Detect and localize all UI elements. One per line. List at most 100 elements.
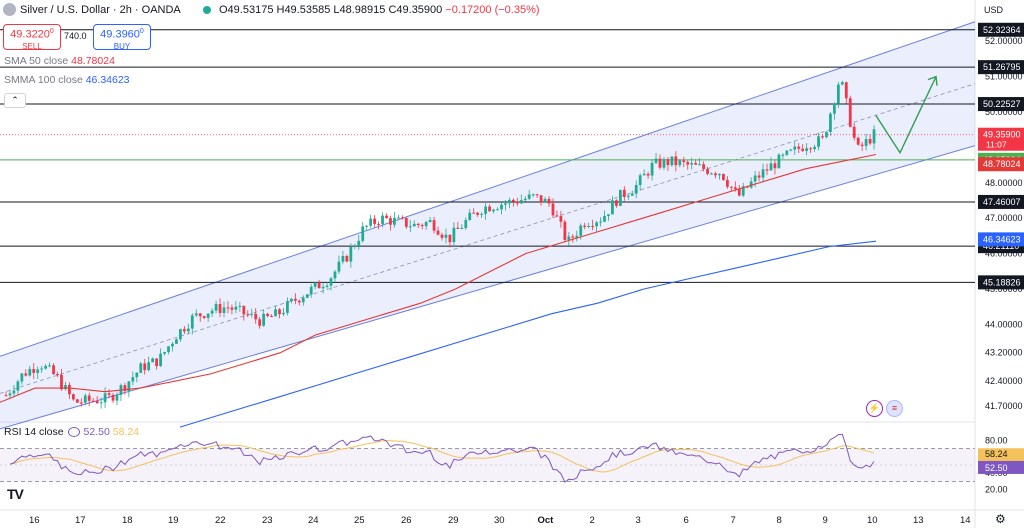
candle-body-195 bbox=[777, 154, 781, 169]
candle-body-203 bbox=[809, 148, 813, 150]
candle-body-73 bbox=[293, 298, 297, 301]
candle-body-174 bbox=[694, 163, 698, 165]
candle-body-121 bbox=[484, 206, 487, 214]
candle-body-119 bbox=[476, 212, 480, 215]
candle-body-71 bbox=[286, 301, 289, 313]
candle-body-27 bbox=[111, 394, 115, 401]
candle-body-155 bbox=[618, 189, 622, 206]
candle-body-47 bbox=[190, 315, 194, 329]
candle-body-80 bbox=[321, 286, 325, 289]
candle-body-182 bbox=[725, 179, 729, 187]
rsi-ma-tag bbox=[978, 448, 1024, 462]
rsi-ma-tag-label: 58.24 bbox=[985, 449, 1008, 459]
x-tick-6: 24 bbox=[308, 515, 319, 526]
candle-body-60 bbox=[242, 305, 246, 315]
sell-button[interactable]: 49.32200 SELL bbox=[3, 24, 61, 51]
candle-body-136 bbox=[543, 198, 547, 203]
candle-body-176 bbox=[702, 164, 705, 170]
candle-body-180 bbox=[718, 173, 721, 176]
candle-body-146 bbox=[583, 225, 587, 227]
rsi-value: 52.50 bbox=[83, 426, 110, 438]
projection-path bbox=[875, 76, 937, 155]
candle-body-69 bbox=[278, 309, 281, 315]
candle-body-139 bbox=[555, 215, 559, 217]
smma100-legend[interactable]: SMMA 100 close 46.34623 bbox=[4, 74, 130, 86]
eye-icon[interactable] bbox=[67, 427, 80, 438]
sma50-value: 48.78024 bbox=[71, 55, 115, 67]
candle-body-157 bbox=[626, 195, 630, 197]
level-label-6: 45.18826 bbox=[983, 277, 1021, 287]
candle-body-88 bbox=[353, 245, 357, 248]
channel-fill bbox=[0, 21, 975, 429]
candle-body-164 bbox=[654, 158, 658, 163]
candle-body-41 bbox=[167, 346, 170, 353]
candle-body-45 bbox=[182, 329, 186, 332]
open-value: O49.53175 bbox=[219, 4, 274, 16]
candle-body-131 bbox=[523, 198, 527, 201]
candle-body-124 bbox=[496, 209, 499, 211]
candle-body-202 bbox=[805, 148, 809, 151]
lightning-icon[interactable]: ⚡ bbox=[866, 400, 883, 417]
candle-body-206 bbox=[821, 136, 824, 138]
candle-body-56 bbox=[226, 307, 230, 309]
candle-body-15 bbox=[64, 384, 67, 390]
sma50-legend[interactable]: SMA 50 close 48.78024 bbox=[4, 55, 115, 67]
candle-body-20 bbox=[83, 395, 87, 403]
candle-body-161 bbox=[642, 173, 646, 176]
candle-body-148 bbox=[591, 226, 595, 228]
y-tick-5: 47.00000 bbox=[985, 213, 1023, 223]
candle-body-57 bbox=[230, 307, 234, 310]
currency-label[interactable]: USD bbox=[984, 5, 1004, 15]
candle-body-18 bbox=[75, 399, 79, 403]
candle-body-65 bbox=[262, 313, 266, 326]
candle-body-36 bbox=[147, 362, 151, 371]
candle-body-151 bbox=[603, 216, 606, 222]
symbol-title[interactable]: Silver / U.S. Dollar · 2h · OANDA bbox=[20, 4, 181, 16]
candle-body-106 bbox=[424, 222, 428, 227]
candle-body-188 bbox=[749, 181, 753, 188]
collapse-legend-button[interactable]: ⌃ bbox=[4, 93, 26, 108]
candle-body-14 bbox=[60, 374, 63, 390]
candle-body-127 bbox=[507, 199, 511, 204]
candle-body-129 bbox=[515, 201, 519, 204]
buy-button[interactable]: 49.39600 BUY bbox=[93, 24, 151, 51]
gear-icon[interactable]: ⚙ bbox=[995, 512, 1006, 526]
candle-body-200 bbox=[797, 146, 801, 149]
candle-body-149 bbox=[595, 222, 598, 227]
candle-body-219 bbox=[872, 129, 876, 144]
chart-header: Silver / U.S. Dollar · 2h · OANDA O49.53… bbox=[0, 0, 975, 20]
candle-body-207 bbox=[825, 131, 828, 138]
candle-body-32 bbox=[131, 377, 135, 382]
candle-body-102 bbox=[408, 226, 412, 228]
x-tick-2: 18 bbox=[122, 515, 133, 526]
current-price-tag bbox=[978, 127, 1024, 151]
candle-body-52 bbox=[210, 310, 214, 314]
candle-body-53 bbox=[214, 304, 218, 311]
candle-body-48 bbox=[194, 313, 198, 316]
y-tick-10: 42.40000 bbox=[985, 376, 1023, 386]
candle-body-201 bbox=[801, 148, 805, 151]
candle-body-55 bbox=[222, 307, 226, 313]
rsi-tag-label: 52.50 bbox=[985, 463, 1008, 473]
candle-body-125 bbox=[500, 204, 503, 210]
candle-body-197 bbox=[785, 150, 789, 155]
smma100-label: SMMA 100 close bbox=[4, 74, 83, 86]
candle-body-97 bbox=[389, 218, 392, 225]
candle-body-169 bbox=[674, 156, 678, 166]
candle-body-154 bbox=[615, 200, 618, 206]
us-flag-icon[interactable]: ≡ bbox=[886, 400, 903, 417]
rsi-legend[interactable]: RSI 14 close 52.50 58.24 bbox=[4, 426, 139, 438]
candle-body-5 bbox=[24, 373, 28, 376]
x-tick-17: 9 bbox=[823, 515, 828, 526]
candle-body-103 bbox=[412, 223, 416, 227]
candle-body-9 bbox=[40, 368, 44, 370]
candle-body-101 bbox=[404, 217, 408, 227]
candle-body-25 bbox=[103, 393, 107, 403]
level-tag-4 bbox=[978, 194, 1024, 209]
candle-body-104 bbox=[416, 223, 420, 225]
x-tick-1: 17 bbox=[75, 515, 86, 526]
rsi-label: RSI 14 close bbox=[4, 426, 64, 438]
candle-body-11 bbox=[48, 365, 51, 367]
candle-body-107 bbox=[428, 220, 432, 223]
